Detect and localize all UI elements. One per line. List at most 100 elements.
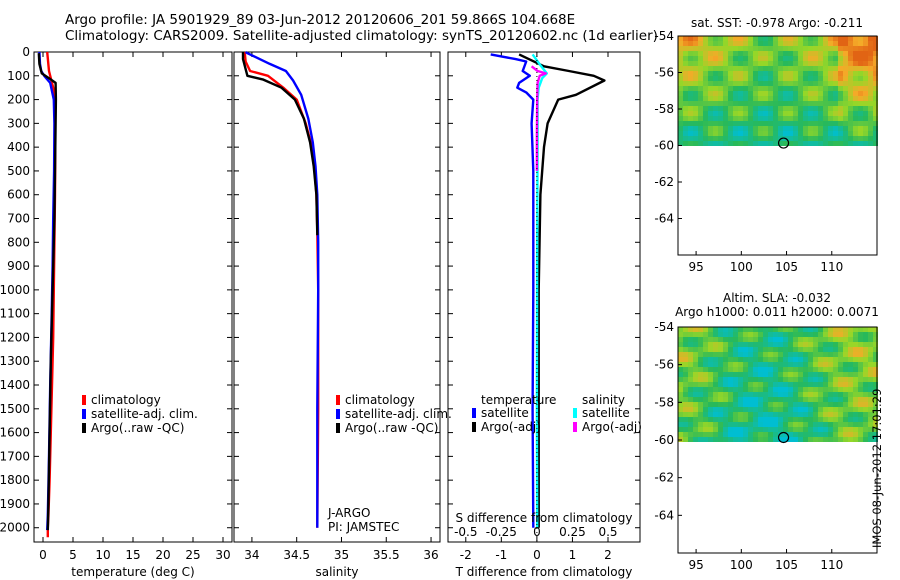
sla-map-cell <box>713 427 718 432</box>
sla-map-cell <box>773 357 778 362</box>
sal-legend-item-label: Argo(..raw -QC) <box>345 421 438 435</box>
sst-map-cell <box>823 141 828 146</box>
sst-map-cell <box>783 76 788 81</box>
sla-map-cell <box>733 417 738 422</box>
sst-map-cell <box>853 56 858 61</box>
sla-map-cell <box>823 337 828 342</box>
sla-map-cell <box>743 427 748 432</box>
sla-map-cell <box>773 402 778 407</box>
sst-map-cell <box>808 121 813 126</box>
sst-map-cell <box>738 71 743 76</box>
sla-map-cell <box>808 412 813 417</box>
sst-map-cell <box>848 131 853 136</box>
sst-map-cell <box>718 71 723 76</box>
sst-map-cell <box>723 41 728 46</box>
sst-map-cell <box>763 106 768 111</box>
sst-map-cell <box>703 91 708 96</box>
sst-map-cell <box>723 96 728 101</box>
sla-map-cell <box>803 392 808 397</box>
sla-map-cell <box>818 332 823 337</box>
sst-map-cell <box>763 81 768 86</box>
sla-map-cell <box>823 392 828 397</box>
sst-map-cell <box>763 116 768 121</box>
sst-map-cell <box>698 66 703 71</box>
sst-map-cell <box>748 86 753 91</box>
sst-map-cell <box>698 111 703 116</box>
sst-map-cell <box>688 111 693 116</box>
sla-map-cell <box>848 417 853 422</box>
sla-map-cell <box>778 327 783 332</box>
sst-map-cell <box>868 51 873 56</box>
sla-map-cell <box>833 437 838 442</box>
sst-map-cell <box>678 76 683 81</box>
sla-map-cell <box>783 387 788 392</box>
sst-map-cell <box>823 61 828 66</box>
sst-map-cell <box>763 71 768 76</box>
sla-map-cell <box>763 377 768 382</box>
sla-map-cell <box>743 397 748 402</box>
sst-map-cell <box>833 76 838 81</box>
sla-map-cell <box>763 362 768 367</box>
sla-map-cell <box>713 352 718 357</box>
sst-map-cell <box>738 56 743 61</box>
temperature-x-tick-label: 30 <box>215 548 230 562</box>
sst-map-x-tick-label: 105 <box>775 260 798 274</box>
sla-map-cell <box>758 417 763 422</box>
sla-map-cell <box>798 337 803 342</box>
sst-map-cell <box>868 96 873 101</box>
sla-map-cell <box>848 397 853 402</box>
sla-map-cell <box>788 367 793 372</box>
sst-map-cell <box>803 116 808 121</box>
sst-map-cell <box>863 71 868 76</box>
sla-map-cell <box>768 357 773 362</box>
sst-map-cell <box>688 51 693 56</box>
sst-map-cell <box>788 76 793 81</box>
sla-map-cell <box>848 407 853 412</box>
sla-map-cell <box>838 432 843 437</box>
sst-map-cell <box>828 41 833 46</box>
sla-map-cell <box>703 352 708 357</box>
sla-map-cell <box>773 382 778 387</box>
sla-map-cell <box>748 427 753 432</box>
sla-map-cell <box>843 372 848 377</box>
sla-map-cell <box>783 367 788 372</box>
sla-map-cell <box>698 332 703 337</box>
sla-map-cell <box>758 412 763 417</box>
sst-map-cell <box>743 141 748 146</box>
sla-map-cell <box>693 387 698 392</box>
sst-map-cell <box>873 116 878 121</box>
sst-map-cell <box>788 36 793 41</box>
sla-map-cell <box>713 372 718 377</box>
sla-map-cell <box>678 352 683 357</box>
sst-map-cell <box>703 101 708 106</box>
sla-map-cell <box>738 437 743 442</box>
sst-map-cell <box>783 51 788 56</box>
salinity-x-tick-label: 34 <box>244 548 259 562</box>
sla-map-cell <box>678 402 683 407</box>
sst-map-cell <box>848 111 853 116</box>
sla-map-cell <box>798 407 803 412</box>
sla-map-cell <box>823 387 828 392</box>
sst-map-cell <box>713 91 718 96</box>
sla-map-cell <box>858 417 863 422</box>
sla-map-cell <box>848 412 853 417</box>
sst-map-cell <box>798 141 803 146</box>
sla-map-cell <box>858 327 863 332</box>
sst-map-cell <box>873 81 878 86</box>
sla-map-cell <box>768 332 773 337</box>
sla-map-cell <box>868 387 873 392</box>
salinity-x-tick-label: 36 <box>423 548 438 562</box>
sla-map-cell <box>713 387 718 392</box>
sst-map-cell <box>828 61 833 66</box>
sla-map-cell <box>868 342 873 347</box>
sst-map-cell <box>853 76 858 81</box>
sst-map-cell <box>798 41 803 46</box>
sst-map-cell <box>793 56 798 61</box>
sst-map-cell <box>833 106 838 111</box>
sst-map-cell <box>828 121 833 126</box>
sst-map-cell <box>788 56 793 61</box>
sst-map-cell <box>833 56 838 61</box>
sla-map-cell <box>793 382 798 387</box>
sst-map-cell <box>748 116 753 121</box>
sla-map-cell <box>783 352 788 357</box>
